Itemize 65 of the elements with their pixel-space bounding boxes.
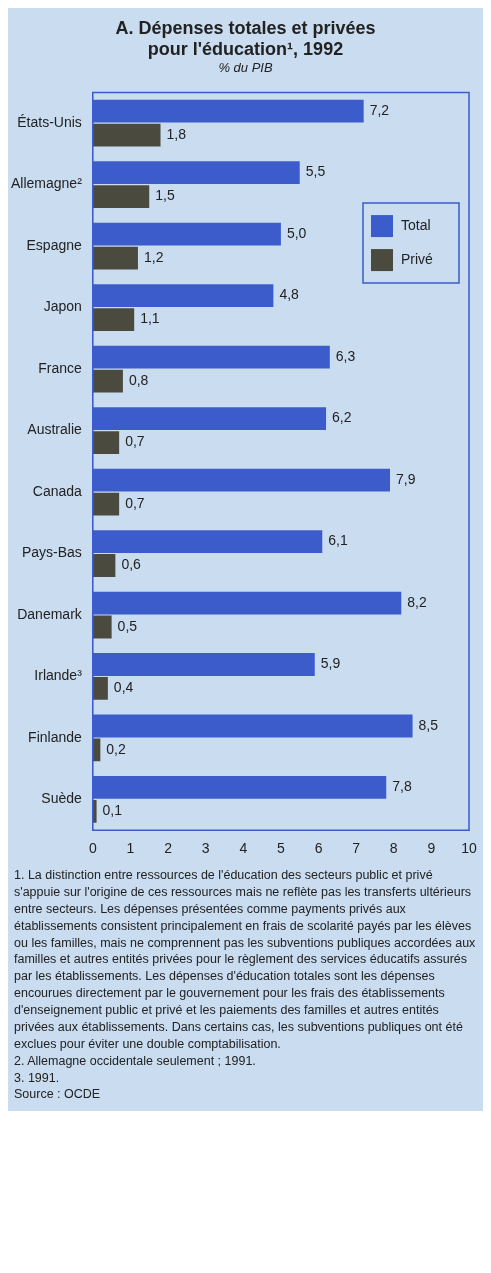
y-tick-label: Australie [27, 421, 83, 438]
bar [92, 123, 161, 147]
x-tick-label: 3 [201, 840, 210, 857]
legend-label: Privé [401, 250, 434, 267]
bar [92, 431, 120, 454]
text: 2. Allemagne occidentale seulement ; 1991. [14, 1052, 257, 1070]
bar [92, 554, 116, 577]
data-label: 5,9 [320, 655, 341, 672]
x-tick-label: 9 [427, 840, 436, 857]
y-tick-label: États-Unis [17, 114, 82, 130]
data-label: 5,0 [286, 224, 307, 241]
data-label: 0,2 [106, 740, 127, 757]
data-label: 1,2 [143, 248, 164, 265]
data-label: 0,7 [125, 433, 145, 450]
y-tick-label: France [38, 359, 83, 376]
y-tick-label: Canada [32, 482, 83, 499]
x-tick-label: 1 [126, 840, 135, 857]
data-label: 8,5 [418, 716, 439, 733]
data-label: 0,1 [102, 802, 123, 819]
data-label: 0,7 [125, 494, 145, 511]
data-label: 1,1 [140, 310, 160, 327]
data-label: 1,8 [166, 125, 187, 142]
data-label: 0,6 [121, 556, 142, 573]
bar [92, 185, 150, 208]
bar [92, 492, 120, 516]
bar [92, 615, 112, 639]
data-label: 1,5 [155, 187, 175, 204]
y-tick-label: Suède [41, 790, 83, 807]
source-note: Source : OCDE [14, 1086, 102, 1104]
x-tick-label: 2 [164, 840, 173, 857]
chart-subtitle: % du PIB [217, 60, 274, 75]
data-label: 6,2 [332, 409, 352, 426]
y-tick-label: Finlande [28, 728, 83, 745]
data-label: 7,8 [392, 778, 412, 795]
data-label: 5,5 [305, 163, 326, 180]
bar [92, 677, 108, 700]
x-tick-label: 5 [277, 840, 286, 857]
x-tick-label: 8 [389, 840, 398, 857]
data-label: 7,9 [396, 470, 416, 487]
y-tick-label: Espagne [26, 236, 83, 253]
y-tick-label: Allemagne² [10, 175, 83, 192]
x-tick-label: 10 [461, 840, 477, 857]
y-tick-label: Japon [43, 298, 82, 315]
x-tick-label: 4 [239, 840, 248, 857]
x-tick-label: 0 [88, 840, 97, 857]
data-label: 0,5 [117, 617, 138, 634]
bar [92, 308, 135, 331]
y-tick-label: Pays-Bas [21, 544, 82, 561]
x-tick-label: 7 [352, 840, 361, 857]
data-label: 0,8 [128, 371, 149, 388]
chart-title: A. Dépenses totales et privées pour l'éducation¹, 1992 [114, 17, 377, 60]
data-label: 4,8 [279, 286, 300, 303]
text: 1. La distinction entre ressources de l'éducation des secteurs public et privé s'appuie sur l'origine de ces ressources mais ne reflète pas les transferts ultérieurs entre secteurs. Les dépenses présentées comme payments privés aux établissements consistent principalement en frais de scolarité payés par les élèves ou les familles, mais ne comprennent pas les subventions publiques accordées aux familles et autres entités privées pour le règlement des services éducatifs assurés par les établissements. Les dépenses d'éducation totales sont les dépenses encourues directement par le gouvernement pour les frais des établissements d'enseignement public et privé et les paiements des familles et autres entités privées aux établissements. Dans certains cas, les subventions publiques ont été exclues pour éviter une double comptabilisation. [14, 868, 476, 1051]
data-label: 6,1 [328, 532, 348, 549]
y-tick-label: Irlande³ [34, 667, 83, 684]
legend-label: Total [401, 216, 431, 233]
y-tick-label: Danemark [17, 605, 83, 622]
x-tick-label: 6 [314, 840, 323, 857]
data-label: 8,2 [407, 593, 427, 610]
data-label: 0,4 [113, 679, 134, 696]
text: 3. 1991. [14, 1069, 61, 1087]
data-label: 6,3 [335, 347, 356, 364]
data-label: 7,2 [369, 102, 390, 119]
bar [92, 246, 138, 270]
bar [92, 369, 123, 393]
